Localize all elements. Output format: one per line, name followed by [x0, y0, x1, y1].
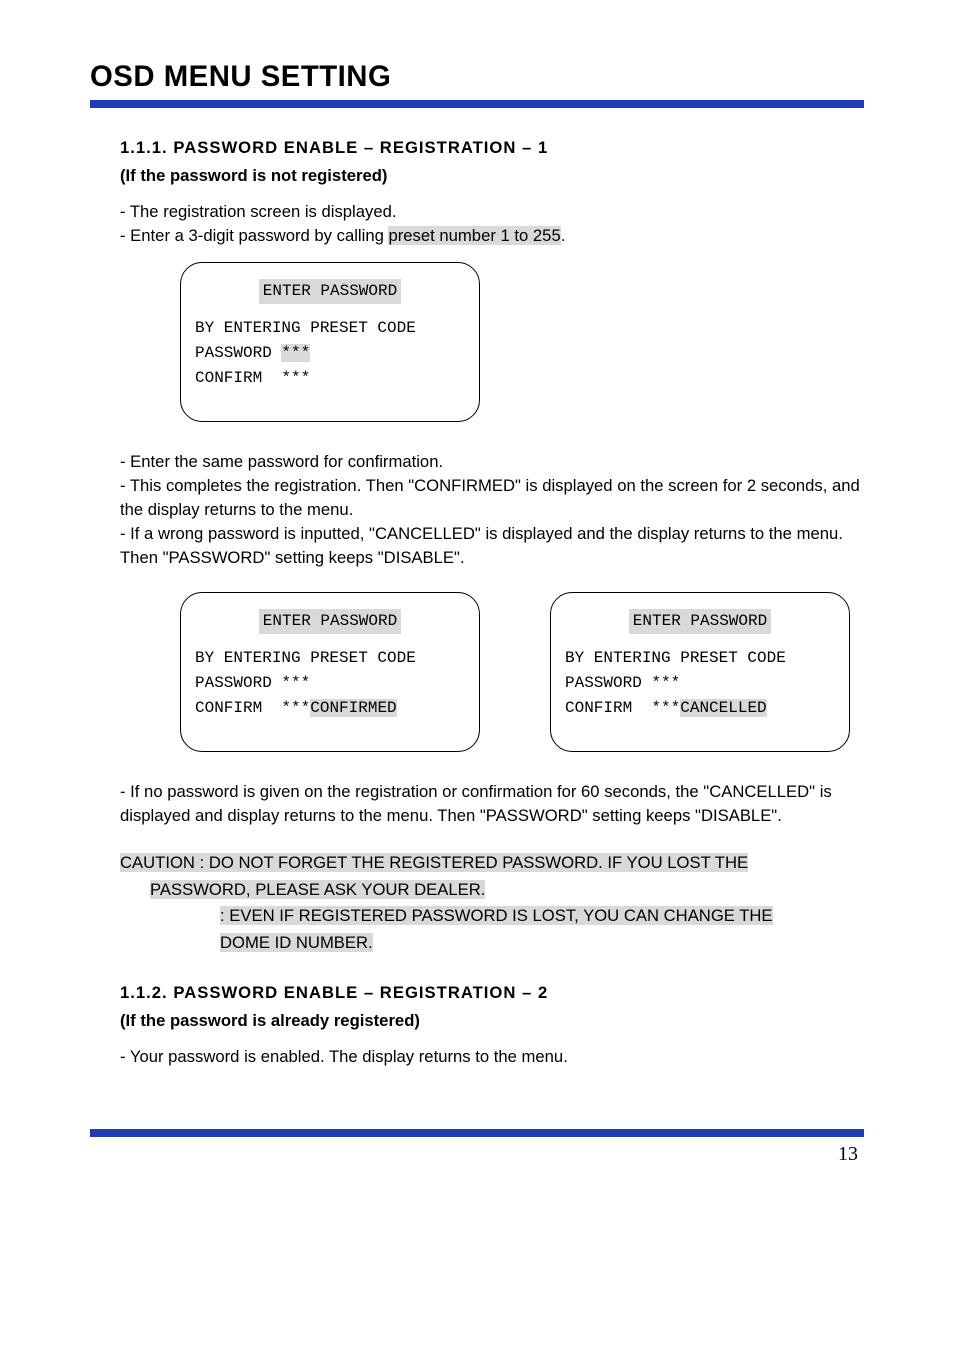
osd-mask: *** [281, 699, 310, 717]
osd-label: CONFIRM [195, 699, 281, 717]
text: - If a wrong password is inputted, "CANC… [120, 524, 637, 543]
osd-mask: *** [281, 674, 310, 692]
osd-status: CONFIRMED [310, 699, 396, 717]
osd-label: PASSWORD [195, 674, 281, 692]
osd-mask: *** [281, 369, 310, 387]
text: . Then "CONFIRMED" is displayed on the [357, 476, 668, 495]
osd-body: BY ENTERING PRESET CODE PASSWORD *** CON… [195, 646, 465, 720]
para-confirm: - Enter the same password for confirmati… [120, 450, 864, 571]
caution-line: : EVEN IF REGISTERED PASSWORD IS LOST, Y… [220, 903, 864, 930]
caution-line: DOME ID NUMBER. [220, 930, 864, 957]
heading-rule [90, 100, 864, 108]
osd-register-box: ENTER PASSWORD BY ENTERING PRESET CODE P… [180, 262, 480, 421]
section-1-1-2-desc: (If the password is already registered) [120, 1011, 864, 1031]
osd-label: CONFIRM [565, 699, 651, 717]
para-already-registered: - Your password is enabled. The display … [120, 1045, 864, 1069]
section-1-1-2-title: 1.1.2. PASSWORD ENABLE – REGISTRATION – … [120, 983, 864, 1003]
text: - Enter a 3-digit password by calling [120, 226, 388, 245]
page-heading: OSD MENU SETTING [90, 60, 864, 94]
osd-title: ENTER PASSWORD [259, 279, 401, 304]
para-line: - If no password is given on the registr… [120, 780, 864, 804]
osd-line: BY ENTERING PRESET CODE [195, 649, 416, 667]
osd-label: CONFIRM [195, 369, 281, 387]
highlight-text: preset number 1 to 255 [388, 226, 560, 245]
osd-cancelled-box: ENTER PASSWORD BY ENTERING PRESET CODE P… [550, 592, 850, 751]
caution-hl: PASSWORD, PLEASE ASK YOUR DEALER. [150, 880, 485, 899]
para-line: - This completes the registration. Then … [120, 474, 864, 522]
para-line: - Enter a 3-digit password by calling pr… [120, 224, 864, 248]
para-line: displayed and display returns to the men… [120, 804, 864, 828]
osd-line: BY ENTERING PRESET CODE [565, 649, 786, 667]
para-registration-intro: - The registration screen is displayed. … [120, 200, 864, 248]
section-number: 1.1.2. [120, 983, 168, 1002]
osd-title: ENTER PASSWORD [629, 609, 771, 634]
caution-hl: CAUTION : DO NOT FORGET THE REGISTERED P… [120, 853, 748, 872]
para-line: - If a wrong password is inputted, "CANC… [120, 522, 864, 570]
para-line: - Your password is enabled. The display … [120, 1045, 864, 1069]
section-1-1-1-title: 1.1.1. PASSWORD ENABLE – REGISTRATION – … [120, 138, 864, 158]
osd-status: CANCELLED [680, 699, 766, 717]
osd-body: BY ENTERING PRESET CODE PASSWORD *** CON… [565, 646, 835, 720]
caution-hl: DOME ID NUMBER. [220, 933, 373, 952]
text: : DO NOT FORGET THE REGISTERED PASSWORD.… [200, 853, 749, 872]
text: "CANCELLED" [703, 782, 815, 801]
section-1-1-1-desc: (If the password is not registered) [120, 166, 864, 186]
osd-label: PASSWORD [195, 344, 281, 362]
osd-mask: *** [281, 344, 310, 362]
para-line: - Enter the same password for confirmati… [120, 450, 864, 474]
osd-label: PASSWORD [565, 674, 651, 692]
caution-hl: : EVEN IF REGISTERED PASSWORD IS LOST, Y… [220, 906, 773, 925]
osd-confirmed-box: ENTER PASSWORD BY ENTERING PRESET CODE P… [180, 592, 480, 751]
osd-title: ENTER PASSWORD [259, 609, 401, 634]
page-number: 13 [90, 1143, 858, 1166]
section-title: PASSWORD ENABLE – REGISTRATION – 2 [173, 983, 548, 1002]
section-title: PASSWORD ENABLE – REGISTRATION – 1 [173, 138, 548, 157]
footer-rule [90, 1129, 864, 1137]
osd-body: BY ENTERING PRESET CODE PASSWORD *** CON… [195, 316, 465, 390]
osd-mask: *** [651, 674, 680, 692]
text: CAUTION [120, 853, 200, 872]
osd-mask: *** [651, 699, 680, 717]
text: - If no password is given on the registr… [120, 782, 703, 801]
caution-line: PASSWORD, PLEASE ASK YOUR DEALER. [150, 877, 864, 904]
text: - This completes the registration [120, 476, 357, 495]
para-line: - The registration screen is displayed. [120, 200, 864, 224]
caution-block: CAUTION : DO NOT FORGET THE REGISTERED P… [120, 850, 864, 957]
text: is [815, 782, 832, 801]
text: . [561, 226, 566, 245]
osd-line: BY ENTERING PRESET CODE [195, 319, 416, 337]
section-number: 1.1.1. [120, 138, 168, 157]
para-timeout: - If no password is given on the registr… [120, 780, 864, 828]
caution-line: CAUTION : DO NOT FORGET THE REGISTERED P… [120, 850, 864, 877]
